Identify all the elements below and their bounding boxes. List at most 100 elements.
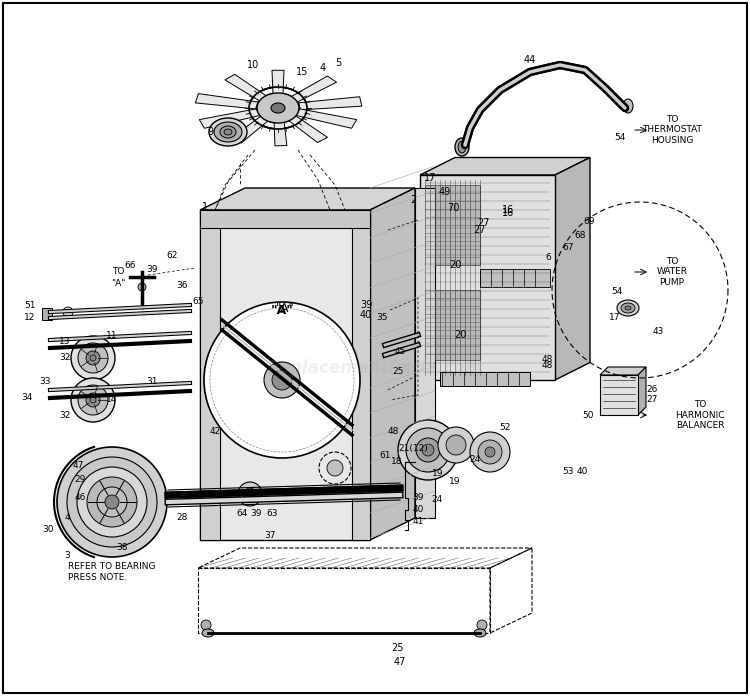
Text: 30: 30 (42, 525, 54, 535)
Text: 19: 19 (449, 477, 460, 487)
Ellipse shape (257, 93, 299, 123)
Text: 29: 29 (74, 475, 86, 484)
Circle shape (90, 355, 96, 361)
Ellipse shape (623, 99, 633, 113)
Text: 69: 69 (584, 217, 595, 226)
Ellipse shape (202, 629, 214, 637)
Text: 48: 48 (542, 356, 553, 365)
Ellipse shape (617, 300, 639, 316)
Circle shape (398, 420, 458, 480)
Text: 24: 24 (470, 455, 481, 464)
Text: 19: 19 (432, 468, 444, 477)
Text: 68: 68 (574, 230, 586, 239)
Text: 48: 48 (542, 361, 553, 370)
Bar (200, 210, 370, 540)
Text: ReplacementParts.com: ReplacementParts.com (268, 359, 482, 377)
Bar (600, 375, 638, 415)
Polygon shape (298, 97, 362, 110)
Text: 24: 24 (431, 496, 442, 505)
Text: 47: 47 (394, 657, 406, 667)
Text: 26: 26 (646, 386, 658, 395)
Circle shape (57, 447, 167, 557)
Circle shape (238, 482, 262, 506)
Polygon shape (200, 188, 415, 210)
Bar (425, 185, 480, 265)
Circle shape (477, 620, 487, 630)
Circle shape (485, 447, 495, 457)
Text: 4: 4 (64, 512, 70, 521)
Circle shape (97, 487, 127, 517)
Text: "A": "A" (282, 309, 284, 310)
Circle shape (422, 444, 434, 456)
Text: 27: 27 (474, 225, 486, 235)
Circle shape (67, 457, 157, 547)
Text: 27: 27 (478, 218, 490, 228)
Text: 66: 66 (124, 260, 136, 269)
Text: 52: 52 (500, 423, 511, 432)
Text: 16: 16 (502, 208, 515, 218)
Bar (420, 175, 555, 380)
Circle shape (87, 477, 137, 527)
Ellipse shape (257, 93, 299, 123)
Text: 45: 45 (394, 347, 406, 356)
Ellipse shape (271, 103, 285, 113)
Polygon shape (638, 367, 646, 415)
Polygon shape (600, 367, 646, 375)
Text: 39: 39 (251, 509, 262, 518)
Ellipse shape (224, 129, 232, 135)
Polygon shape (195, 93, 258, 109)
Bar (352, 210, 370, 540)
Text: 67: 67 (562, 244, 574, 253)
Text: 3: 3 (64, 551, 70, 560)
Ellipse shape (458, 141, 466, 153)
Text: 21(12): 21(12) (398, 443, 427, 452)
Text: 54: 54 (614, 134, 626, 143)
Text: 11: 11 (106, 331, 118, 340)
Text: 17: 17 (424, 173, 436, 183)
Ellipse shape (220, 126, 236, 138)
Text: 48: 48 (387, 427, 399, 436)
Circle shape (201, 620, 211, 630)
Circle shape (438, 427, 474, 463)
Bar (425, 290, 480, 360)
Text: 37: 37 (264, 530, 276, 539)
Text: TO: TO (112, 267, 125, 276)
Ellipse shape (209, 118, 247, 146)
Circle shape (90, 397, 96, 403)
Ellipse shape (271, 103, 285, 113)
Text: 41: 41 (413, 518, 424, 526)
Circle shape (244, 488, 256, 500)
Circle shape (71, 336, 115, 380)
Text: 18: 18 (392, 457, 403, 466)
Ellipse shape (214, 122, 242, 142)
Text: 20: 20 (454, 330, 466, 340)
Text: 39: 39 (413, 493, 424, 503)
Polygon shape (420, 157, 590, 175)
Polygon shape (200, 109, 260, 128)
Text: 51: 51 (24, 301, 36, 310)
Circle shape (105, 495, 119, 509)
Text: 34: 34 (21, 393, 33, 402)
Text: 44: 44 (524, 55, 536, 65)
Text: 46: 46 (74, 493, 86, 503)
Text: 12: 12 (24, 313, 36, 322)
Text: 35: 35 (376, 313, 388, 322)
Circle shape (78, 343, 108, 373)
Text: 20: 20 (448, 260, 461, 270)
Text: TO
HARMONIC
BALANCER: TO HARMONIC BALANCER (675, 400, 724, 430)
Text: 65: 65 (192, 297, 204, 306)
Text: 54: 54 (611, 287, 622, 296)
Text: 38: 38 (116, 544, 128, 553)
Text: 70: 70 (447, 203, 459, 213)
Text: "A": "A" (276, 301, 294, 315)
Text: 17: 17 (609, 313, 621, 322)
Text: REFER TO BEARING
PRESS NOTE.: REFER TO BEARING PRESS NOTE. (68, 562, 155, 582)
Text: TO
THERMOSTAT
HOUSING: TO THERMOSTAT HOUSING (642, 115, 702, 145)
Text: 27: 27 (646, 395, 658, 404)
Circle shape (86, 351, 100, 365)
Text: 10: 10 (247, 60, 259, 70)
Text: 9: 9 (207, 127, 213, 137)
Circle shape (264, 362, 300, 398)
Text: 43: 43 (652, 328, 664, 336)
Polygon shape (231, 115, 272, 143)
